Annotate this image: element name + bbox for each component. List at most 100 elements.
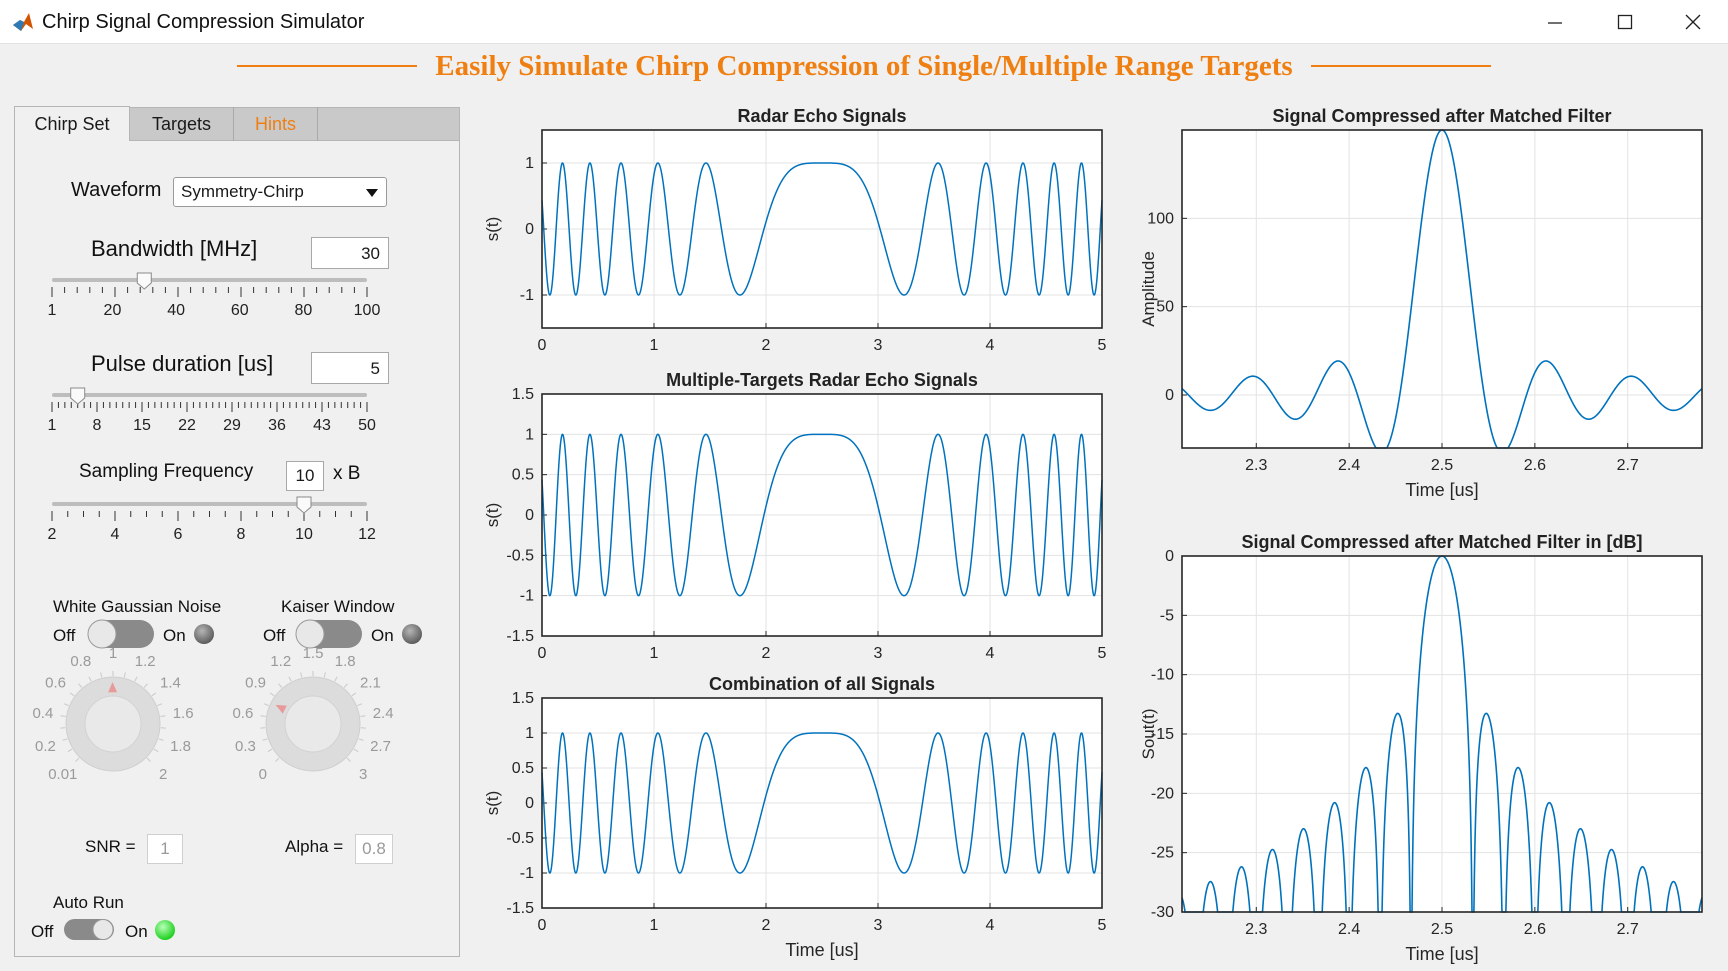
knob-tick xyxy=(62,738,68,741)
waveform-dropdown[interactable]: Symmetry-Chirp xyxy=(173,177,387,207)
tab-targets[interactable]: Targets xyxy=(130,107,234,141)
knob-label: 2.1 xyxy=(360,674,381,691)
x-tick-label: 0 xyxy=(538,645,547,662)
compressed-signal-db-plot: 2.3 2.4 2.5 2.6 2.7 -30 -25 -20 -15 -10 -5 0 Signal … xyxy=(1139,532,1703,964)
maximize-button[interactable] xyxy=(1590,0,1660,44)
waveform-label: Waveform xyxy=(71,179,162,201)
close-button[interactable] xyxy=(1658,0,1728,44)
plot-frame xyxy=(1181,555,1703,913)
x-axis-label: Time [us] xyxy=(1405,944,1478,964)
knob-label: 1.2 xyxy=(135,653,156,670)
alpha-field[interactable]: 0.8 xyxy=(355,834,393,864)
slider-tick-label: 50 xyxy=(358,417,376,434)
y-tick-label: 100 xyxy=(1147,210,1174,227)
x-tick-label: 2.6 xyxy=(1524,457,1546,474)
snr-knob[interactable]: 0.01 0.2 0.4 0.60.8 1 1.21.4 1.6 1.82 xyxy=(32,645,233,809)
knob-tick xyxy=(146,757,151,762)
sampling-unit-label: x B xyxy=(333,463,361,484)
noise-title: White Gaussian Noise xyxy=(53,597,222,616)
x-tick-label: 5 xyxy=(1098,337,1107,354)
knob-tick xyxy=(134,676,138,682)
knob-tick xyxy=(151,692,157,697)
x-tick-label: 3 xyxy=(874,917,883,934)
knob-label: 0.4 xyxy=(32,705,53,722)
slider-tick-label: 20 xyxy=(104,302,122,319)
y-axis-label: s(t) xyxy=(483,503,502,528)
knob-label: 0.6 xyxy=(232,705,253,722)
sampling-frequency-slider[interactable]: 2 4 6 8 10 12 xyxy=(15,496,461,557)
knob-tick xyxy=(353,748,359,753)
knob-label: 1.4 xyxy=(160,674,181,691)
kaiser-title: Kaiser Window xyxy=(281,597,395,616)
y-tick-label: -20 xyxy=(1151,785,1174,802)
y-tick-label: -0.5 xyxy=(506,830,534,847)
knob-label: 1.2 xyxy=(270,653,291,670)
x-tick-label: 2.4 xyxy=(1338,921,1360,938)
knob-tick xyxy=(263,703,269,707)
x-tick-label: 1 xyxy=(650,645,659,662)
y-tick-label: -5 xyxy=(1160,607,1174,624)
autorun-off-label: Off xyxy=(31,922,54,941)
signal-line xyxy=(541,162,1103,296)
slider-tick-label: 15 xyxy=(133,417,151,434)
close-icon xyxy=(1685,14,1701,30)
combination-signal-plot: 0 1 2 3 4 5 -1.5 -1 -0.5 0 0.5 1 1.5 Combination of a… xyxy=(483,674,1107,960)
plot-title: Signal Compressed after Matched Filter xyxy=(1272,106,1611,126)
minimize-button[interactable] xyxy=(1520,0,1590,44)
slider-tick-label: 10 xyxy=(295,526,313,543)
autorun-toggle[interactable] xyxy=(63,917,117,945)
knob-label: 0.8 xyxy=(70,653,91,670)
signal-line xyxy=(541,732,1103,874)
plot-frame xyxy=(541,129,1103,329)
tab-chirp-set[interactable]: Chirp Set xyxy=(14,106,130,142)
x-tick-label: 1 xyxy=(650,337,659,354)
slider-tick-label: 12 xyxy=(358,526,376,543)
y-axis-label: Sout(t) xyxy=(1139,708,1158,759)
settings-tab-group: Chirp Set Targets Hints Waveform Symmetr… xyxy=(14,106,460,957)
knob-tick xyxy=(262,738,268,741)
knob-tick xyxy=(300,672,303,678)
knob-label: 2.4 xyxy=(373,705,394,722)
slider-tick-label: 2 xyxy=(48,526,57,543)
x-tick-label: 4 xyxy=(986,645,995,662)
knob-label: 0 xyxy=(259,766,267,783)
knob-tick xyxy=(357,703,363,707)
knob-pointer xyxy=(275,704,287,714)
pulse-duration-label: Pulse duration [us] xyxy=(91,351,274,376)
multi-target-echo-plot: 0 1 2 3 4 5 -1.5 -1 -0.5 0 0.5 1 1.5 Multiple-Targets… xyxy=(483,370,1107,662)
slider-tick-label: 6 xyxy=(174,526,183,543)
bandwidth-slider[interactable]: 1 20 40 60 80 100 xyxy=(15,272,461,333)
knob-tick xyxy=(269,692,275,697)
snr-field[interactable]: 1 xyxy=(147,834,183,864)
knob-label: 3 xyxy=(359,766,367,783)
slider-tick-label: 8 xyxy=(93,417,102,434)
signal-line xyxy=(541,433,1103,597)
plot-title: Radar Echo Signals xyxy=(737,106,906,126)
alpha-knob[interactable]: 00.3 0.6 0.91.2 1.5 1.82.1 2.4 2.73 xyxy=(232,645,433,809)
knob-tick xyxy=(275,757,280,762)
sampling-frequency-label: Sampling Frequency xyxy=(79,461,254,482)
x-tick-label: 2.3 xyxy=(1245,457,1267,474)
autorun-title: Auto Run xyxy=(53,893,124,912)
chirp-set-panel: Waveform Symmetry-Chirp Bandwidth [MHz] … xyxy=(14,141,460,957)
knob-tick xyxy=(343,683,348,688)
kaiser-toggle[interactable] xyxy=(295,619,365,651)
knob-tick xyxy=(351,692,357,697)
knob-cap xyxy=(84,695,142,753)
tab-hints[interactable]: Hints xyxy=(234,107,318,141)
bandwidth-field[interactable]: 30 xyxy=(311,237,389,269)
y-tick-label: 1 xyxy=(525,725,534,742)
knob-tick xyxy=(67,748,73,753)
banner-title: Easily Simulate Chirp Compression of Sin… xyxy=(435,49,1293,82)
pulse-duration-slider[interactable]: 1 8 15 22 29 36 43 50 xyxy=(15,387,461,448)
x-tick-label: 2 xyxy=(762,337,771,354)
pulse-duration-field[interactable]: 5 xyxy=(311,352,389,384)
knob-tick xyxy=(260,715,266,717)
snr-label: SNR = xyxy=(85,837,136,856)
noise-toggle[interactable] xyxy=(87,619,157,651)
y-axis-label: s(t) xyxy=(483,791,502,816)
sampling-frequency-field[interactable]: 10 xyxy=(286,461,324,491)
matlab-icon xyxy=(13,13,33,31)
plot-frame xyxy=(1181,129,1703,449)
y-tick-label: 0 xyxy=(1165,548,1174,565)
